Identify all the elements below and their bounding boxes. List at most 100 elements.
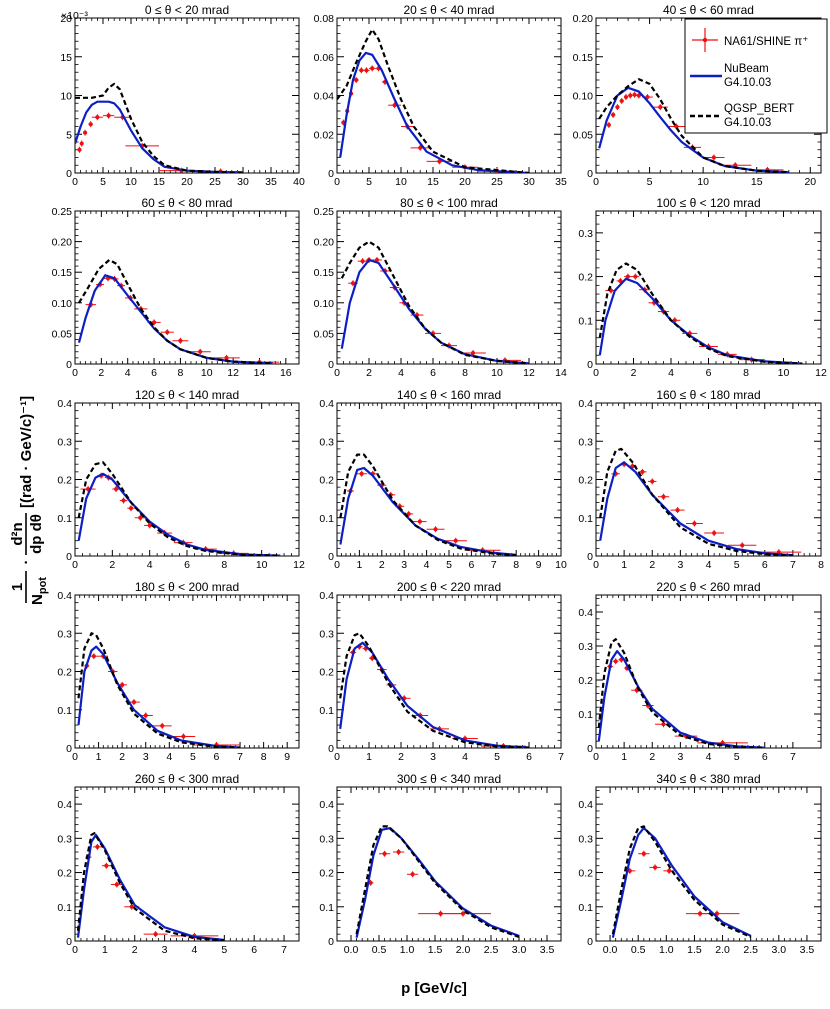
y-frac-numerator: d²n [9,522,26,545]
x-tick-label: 8 [462,367,468,379]
x-tick-label: 6 [214,751,220,763]
y-tick-label: 0.02 [314,129,335,141]
data-point [91,654,96,659]
data-point [198,349,203,354]
x-tick-label: 10 [256,559,268,571]
panel-plot-area [77,632,241,748]
x-tick-label: 6 [762,559,768,571]
panel-plot-area [337,28,530,173]
data-point [418,145,423,150]
x-tick-label: 1.0 [659,944,674,956]
x-tick-label: 15 [751,176,763,188]
data-point [131,700,137,705]
x-tick-label: 4 [706,559,712,571]
legend-entry-nubeam: NuBeam G4.10.03 [690,63,771,89]
data-point [661,722,666,727]
y-tick-label: 0.4 [578,799,593,811]
y-tick-label: 0.2 [319,667,334,679]
data-point [410,872,415,877]
x-tick-label: 3 [677,559,683,571]
panel-frame [336,17,562,174]
x-tick-label: 2 [98,367,104,379]
data-point [143,713,148,718]
qgsp-bert-curve [76,832,225,941]
data-point [359,471,364,476]
y-tick-label: 0.3 [319,628,334,640]
panel-title: 340 ≤ θ < 380 mrad [656,772,760,786]
data-point [460,911,466,916]
x-tick-label: 6 [706,367,712,379]
y-tick-label: 0.1 [319,902,334,914]
panel-frame [336,402,562,557]
data-point [88,122,93,127]
y-tick-label: 0.10 [573,91,594,103]
data-point [641,851,646,856]
x-tick-label: 9 [284,751,290,763]
panel-title: 180 ≤ θ < 200 mrad [135,580,239,594]
y-tick-label: 0.1 [57,513,72,525]
y-tick-label: 0 [66,359,72,371]
y-tick-label: 0.20 [52,237,73,249]
na61-data-series [347,470,501,554]
data-point [453,538,458,543]
y-tick-label: 0.2 [319,868,334,880]
legend-label-data: NA61/SHINE π⁺ [724,36,808,48]
data-point [95,844,100,849]
x-tick-label: 6 [430,367,436,379]
x-tick-label: 1 [621,559,627,571]
x-tick-label: 8 [818,559,824,571]
y-units: [(rad · GeV/c)⁻¹] [18,396,35,508]
x-tick-label: 2.5 [484,944,499,956]
qgsp-bert-curve [337,28,530,173]
na61-data-series [84,653,241,748]
x-tick-label: 10 [491,367,503,379]
data-point [650,479,655,484]
na61-data-series [605,273,765,363]
x-tick-label: 1 [356,559,362,571]
x-tick-label: 2 [109,559,115,571]
x-tick-label: 1.5 [428,944,443,956]
nubeam-curve [339,466,517,556]
y-tick-label: 0.3 [319,833,334,845]
y-tick-label: 0.10 [314,298,335,310]
x-tick-label: 6 [251,944,257,956]
y-tick-label: 0.20 [573,13,594,25]
y-prefix-den-base: N [29,594,46,605]
panel-3: 40 ≤ θ < 60 mrad 0 5 10 15 20 0 0.05 0.10 0.15 0.2… [573,3,822,188]
qgsp-bert-curve [599,447,793,556]
y-tick-label: 0.4 [319,799,334,811]
y-tick-label: 0.3 [578,436,593,448]
x-tick-label: 5 [734,751,740,763]
x-tick-label: 4 [706,751,712,763]
na61-data-series [367,849,491,917]
qgsp-bert-curve [597,638,765,748]
x-tick-label: 10 [555,559,567,571]
y-tick-label: 0.15 [314,267,335,279]
x-tick-label: 0.0 [603,944,618,956]
x-tick-label: 5 [366,176,372,188]
nubeam-curve [339,641,530,748]
y-tick-label: 0.3 [57,833,72,845]
data-point [370,66,375,71]
nubeam-curve [597,650,765,748]
y-tick-label: 0.1 [319,513,334,525]
qgsp-bert-curve [77,632,241,748]
x-tick-label: 2 [119,751,125,763]
x-tick-label: 0 [72,367,78,379]
y-tick-label: 0 [66,168,72,180]
y-tick-label: 15 [60,52,72,64]
nubeam-curve [599,461,793,556]
x-tick-label: 3.5 [800,944,815,956]
panel-plot-area [75,82,244,173]
x-tick-label: 2 [379,559,385,571]
data-point [615,105,620,110]
x-tick-label: 25 [491,176,503,188]
x-tick-label: 4 [462,751,468,763]
x-tick-label: 7 [558,751,564,763]
y-tick-label: 0.05 [314,328,335,340]
x-tick-label: 5 [647,176,653,188]
panel-15: 340 ≤ θ < 380 mrad 0.0 0.5 1.0 1.5 2.0 2.5 3.0 3… [578,772,822,956]
qgsp-bert-curve [75,82,244,173]
x-tick-label: 12 [293,559,305,571]
data-point [120,682,125,687]
